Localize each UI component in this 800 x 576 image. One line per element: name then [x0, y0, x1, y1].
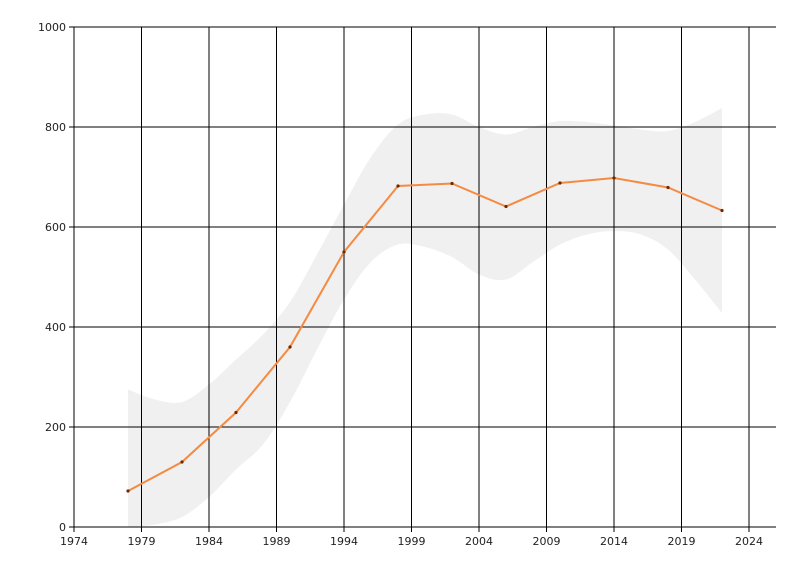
x-tick-label: 1994 [330, 535, 358, 548]
x-tick-label: 2009 [533, 535, 561, 548]
data-point [288, 345, 292, 349]
axes [69, 26, 776, 532]
data-point [504, 204, 508, 209]
data-point [180, 460, 184, 464]
y-tick-label: 400 [45, 321, 66, 334]
x-tick-label: 1989 [263, 535, 291, 548]
data-point [666, 185, 670, 190]
x-tick-label: 2019 [668, 535, 696, 548]
y-tick-label: 600 [45, 221, 66, 234]
y-tick-label: 0 [59, 521, 66, 534]
x-tick-label: 1979 [128, 535, 156, 548]
data-point [342, 250, 346, 254]
data-point [612, 176, 616, 180]
data-point [720, 208, 724, 213]
x-tick-label: 1984 [195, 535, 223, 548]
confidence-band-layer [128, 108, 722, 527]
series-line-0 [127, 176, 723, 492]
data-point [450, 181, 454, 186]
x-tick-label: 2004 [465, 535, 493, 548]
x-tick-label: 2024 [735, 535, 763, 548]
x-tick-label: 1999 [398, 535, 426, 548]
data-point [234, 410, 238, 415]
tick-labels: 1974 1979 1984 1989 1994 1999 2004 2009 2014 2019… [38, 21, 763, 548]
x-tick-label: 2014 [600, 535, 628, 548]
confidence-band-0 [128, 108, 722, 527]
data-point [396, 184, 400, 188]
data-point [558, 181, 562, 185]
y-tick-label: 1000 [38, 21, 66, 34]
y-tick-label: 200 [45, 421, 66, 434]
series-layer [126, 176, 724, 493]
data-point [126, 489, 130, 493]
x-tick-label: 1974 [60, 535, 88, 548]
y-tick-label: 800 [45, 121, 66, 134]
